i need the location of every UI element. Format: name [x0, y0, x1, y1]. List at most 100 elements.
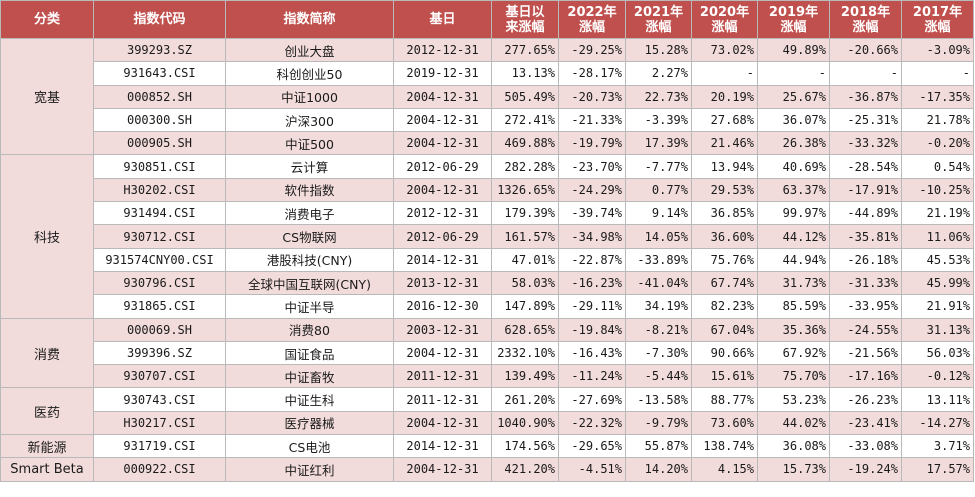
index-code-cell: 930712.CSI — [93, 224, 226, 249]
table-row: 399396.SZ 国证食品 2004-12-31 2332.10% -16.43% -7… — [1, 340, 974, 366]
return-2019-cell: 44.94% — [757, 247, 830, 272]
table-row: 宽基 399293.SZ 创业大盘 2012-12-31 277.65% -29.25% 1… — [0, 37, 974, 156]
return-2022-cell: -39.74% — [558, 201, 626, 226]
since-base-return-cell: 628.65% — [491, 317, 559, 342]
return-2020-cell: 90.66% — [691, 340, 758, 366]
return-2019-cell: 44.02% — [757, 410, 830, 436]
return-2022-cell: -20.73% — [558, 84, 626, 109]
since-base-return-cell: 469.88% — [491, 131, 559, 156]
return-2020-cell: 13.94% — [691, 154, 758, 179]
base-date-cell: 2004-12-31 — [393, 131, 492, 156]
return-2022-cell: -22.87% — [558, 247, 626, 272]
base-date-cell: 2016-12-30 — [393, 294, 492, 319]
index-code-cell: 000069.SH — [93, 317, 226, 342]
table-row: 消费 000069.SH 消费80 2003-12-31 628.65% -19.84% -… — [0, 317, 974, 389]
return-2022-cell: -19.79% — [558, 131, 626, 156]
category-cell: 医药 — [0, 387, 94, 436]
index-code-cell: 931574CNY00.CSI — [93, 247, 226, 272]
return-2018-cell: -17.91% — [829, 177, 902, 203]
return-2019-cell: 67.92% — [757, 340, 830, 366]
return-2020-cell: 73.02% — [691, 37, 758, 63]
return-2020-cell: 20.19% — [691, 84, 758, 109]
return-2022-cell: -34.98% — [558, 224, 626, 249]
category-cell: 科技 — [0, 154, 94, 319]
header-2017-line1: 2017年 — [912, 4, 963, 20]
since-base-return-cell: 174.56% — [491, 434, 559, 459]
header-2021-line2: 涨幅 — [645, 19, 672, 35]
index-name-cell: 创业大盘 — [225, 37, 394, 63]
since-base-return-cell: 161.57% — [491, 224, 559, 249]
return-2017-cell: -0.20% — [901, 131, 974, 156]
return-2018-cell: - — [829, 61, 902, 86]
header-2019-line1: 2019年 — [768, 4, 819, 20]
header-code: 指数代码 — [93, 0, 226, 39]
return-2019-cell: 53.23% — [757, 387, 830, 412]
return-2017-cell: 31.13% — [901, 317, 974, 342]
return-2021-cell: 14.05% — [625, 224, 692, 249]
return-2021-cell: -7.77% — [625, 154, 692, 179]
index-code-cell: 931865.CSI — [93, 294, 226, 319]
return-2021-cell: -13.58% — [625, 387, 692, 412]
return-2020-cell: 73.60% — [691, 410, 758, 436]
return-2021-cell: -5.44% — [625, 364, 692, 389]
base-date-cell: 2011-12-31 — [393, 387, 492, 412]
index-name-cell: 科创创业50 — [225, 61, 394, 86]
base-date-cell: 2012-12-31 — [393, 201, 492, 226]
return-2020-cell: - — [691, 61, 758, 86]
return-2018-cell: -44.89% — [829, 201, 902, 226]
header-name: 指数简称 — [225, 0, 394, 39]
return-2021-cell: 17.39% — [625, 131, 692, 156]
return-2020-cell: 138.74% — [691, 434, 758, 459]
return-2018-cell: -23.41% — [829, 410, 902, 436]
return-2017-cell: 21.78% — [901, 107, 974, 133]
return-2019-cell: 44.12% — [757, 224, 830, 249]
table-row: 931865.CSI 中证半导 2016-12-30 147.89% -29.11% 34… — [1, 294, 974, 319]
return-2020-cell: 75.76% — [691, 247, 758, 272]
index-name-cell: 国证食品 — [225, 340, 394, 366]
header-base-date: 基日 — [393, 0, 492, 39]
return-2019-cell: 99.97% — [757, 201, 830, 226]
table-row: 科技 930851.CSI 云计算 2012-06-29 282.28% -23.70% -… — [0, 154, 974, 319]
index-code-cell: H30217.CSI — [93, 410, 226, 436]
index-name-cell: 医疗器械 — [225, 410, 394, 436]
header-2022: 2022年 涨幅 — [558, 0, 626, 39]
index-name-cell: CS电池 — [225, 434, 394, 459]
return-2017-cell: 0.54% — [901, 154, 974, 179]
return-2020-cell: 82.23% — [691, 294, 758, 319]
since-base-return-cell: 261.20% — [491, 387, 559, 412]
index-name-cell: 中证红利 — [225, 457, 394, 482]
return-2021-cell: -3.39% — [625, 107, 692, 133]
since-base-return-cell: 1326.65% — [491, 177, 559, 203]
index-code-cell: 399293.SZ — [93, 37, 226, 63]
return-2021-cell: 55.87% — [625, 434, 692, 459]
base-date-cell: 2004-12-31 — [393, 177, 492, 203]
return-2017-cell: -10.25% — [901, 177, 974, 203]
index-code-cell: 000905.SH — [93, 131, 226, 156]
table-row: Smart Beta 000922.CSI 中证红利 2004-12-31 421.20… — [0, 457, 974, 482]
return-2018-cell: -24.55% — [829, 317, 902, 342]
return-2018-cell: -33.32% — [829, 131, 902, 156]
table-row: H30217.CSI 医疗器械 2004-12-31 1040.90% -22.32% -… — [1, 410, 974, 436]
base-date-cell: 2012-12-31 — [393, 37, 492, 63]
return-2019-cell: 31.73% — [757, 270, 830, 296]
index-code-cell: 930851.CSI — [93, 154, 226, 179]
index-name-cell: 港股科技(CNY) — [225, 247, 394, 272]
return-2022-cell: -11.24% — [558, 364, 626, 389]
base-date-cell: 2012-06-29 — [393, 154, 492, 179]
return-2017-cell: 45.99% — [901, 270, 974, 296]
header-2018-line1: 2018年 — [840, 4, 891, 20]
since-base-return-cell: 139.49% — [491, 364, 559, 389]
index-name-cell: 中证500 — [225, 131, 394, 156]
since-base-return-cell: 282.28% — [491, 154, 559, 179]
return-2021-cell: 15.28% — [625, 37, 692, 63]
index-code-cell: 931719.CSI — [93, 434, 226, 459]
table-row: 931643.CSI 科创创业50 2019-12-31 13.13% -28.17% 2… — [1, 61, 974, 86]
header-since-base-line1: 基日以 — [505, 4, 545, 20]
index-performance-table: 分类 指数代码 指数简称 基日 基日以 来涨幅 2022年 涨幅 2021年 涨幅 2… — [0, 0, 974, 482]
return-2022-cell: -29.11% — [558, 294, 626, 319]
return-2018-cell: -28.54% — [829, 154, 902, 179]
return-2021-cell: 34.19% — [625, 294, 692, 319]
index-code-cell: H30202.CSI — [93, 177, 226, 203]
table-row: 930712.CSI CS物联网 2012-06-29 161.57% -34.98% 1… — [1, 224, 974, 249]
header-since-base-line2: 来涨幅 — [505, 19, 545, 35]
